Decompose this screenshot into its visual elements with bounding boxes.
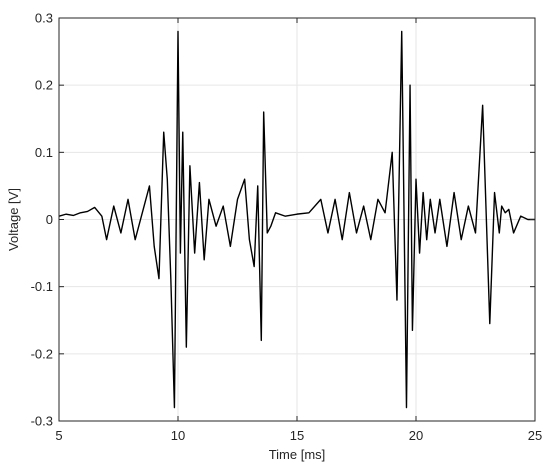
y-axis-label: Voltage [V] [6, 188, 21, 251]
x-tick-label: 5 [55, 428, 62, 443]
y-tick-label: -0.1 [31, 279, 53, 294]
series-line [58, 30, 535, 409]
y-tick-label: 0.2 [35, 78, 53, 93]
x-tick-label: 25 [528, 428, 542, 443]
x-tick-label: 15 [290, 428, 304, 443]
y-tick-label: -0.2 [31, 346, 53, 361]
y-tick-label: -0.3 [31, 414, 53, 429]
x-tick-label: 20 [409, 428, 423, 443]
ticks: 5 10 15 20 25 -0.3 -0.2 -0.1 0 0.1 0.2 0.3 [31, 11, 543, 444]
y-tick-label: 0.1 [35, 145, 53, 160]
y-tick-label: 0 [46, 212, 53, 227]
y-tick-label: 0.3 [35, 11, 53, 26]
x-tick-label: 10 [171, 428, 185, 443]
series-layer [58, 30, 535, 409]
x-axis-label: Time [ms] [269, 447, 326, 462]
